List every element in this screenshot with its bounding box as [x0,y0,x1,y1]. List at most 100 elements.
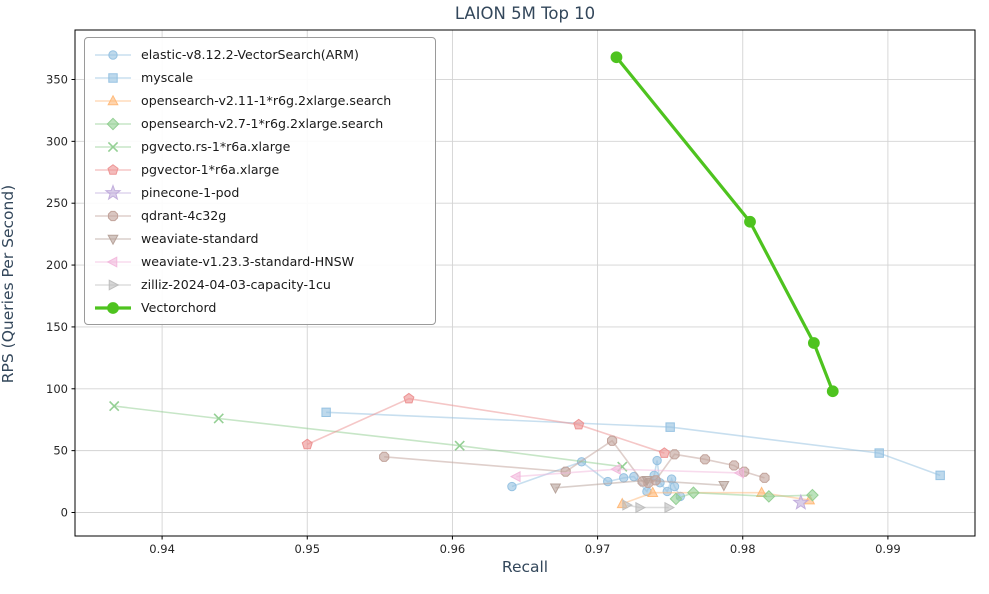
legend-key-icon [95,141,131,152]
legend-key-icon [95,234,131,245]
legend-key-icon [95,49,131,60]
legend-item: Vectorchord [91,296,427,319]
legend-key-icon [95,94,131,105]
y-tick-label: 100 [46,382,68,396]
series-opensearch-v2-7-1-r6g-2xlarge-search [669,486,819,506]
data-point [669,481,680,492]
data-point [607,435,618,446]
legend-item: pgvecto.rs-1*r6a.xlarge [91,135,427,158]
legend-key-icon [95,163,131,175]
series-line [306,397,665,454]
data-point [669,492,683,506]
legend-label: elastic-v8.12.2-VectorSearch(ARM) [141,47,359,62]
data-point [560,466,571,477]
x-tick-label: 0.95 [294,542,320,556]
legend-key-icon [95,278,131,291]
data-point [635,501,646,514]
data-point [647,486,659,497]
data-point [108,49,118,60]
series-zilliz-2024-04-03-capacity-1cu [622,499,676,514]
data-point [213,413,224,424]
x-tick-label: 0.97 [585,542,611,556]
x-tick-label: 0.96 [440,542,466,556]
y-tick-label: 150 [46,320,68,334]
legend-label: zilliz-2024-04-03-capacity-1cu [141,277,331,292]
legend-key-icon [95,210,131,221]
data-point [107,141,119,152]
data-point [669,449,680,460]
legend-label: pgvecto.rs-1*r6a.xlarge [141,139,291,154]
legend-item: opensearch-v2.11-1*r6g.2xlarge.search [91,89,427,112]
data-point [507,481,517,492]
x-tick-label: 0.98 [730,542,756,556]
data-point [664,501,676,514]
data-point [759,472,770,483]
data-point [321,407,331,417]
chart-title: LAION 5M Top 10 [454,4,596,23]
data-point [108,278,120,291]
data-point [733,467,745,479]
data-point [687,486,700,500]
data-point [301,438,313,450]
y-tick-label: 200 [46,258,68,272]
legend-label: pinecone-1-pod [141,185,240,200]
data-point [106,117,120,130]
data-point [610,463,621,475]
y-tick-label: 250 [46,196,68,210]
legend-item: myscale [91,66,427,89]
data-point [826,385,839,398]
series-weaviate-v1-23-3-standard-hnsw [509,463,745,483]
legend-item: pgvector-1*r6a.xlarge [91,158,427,181]
data-point [935,470,945,481]
series-line [326,411,941,477]
data-point [109,400,120,412]
data-point [641,476,653,487]
legend-item: opensearch-v2.7-1*r6g.2xlarge.search [91,112,427,135]
data-point [107,94,119,105]
legend-item: zilliz-2024-04-03-capacity-1cu [91,273,427,296]
legend-label: opensearch-v2.11-1*r6g.2xlarge.search [141,93,392,108]
legend-label: weaviate-standard [141,231,259,246]
data-point [379,451,390,462]
data-point [665,422,675,432]
data-point [403,392,415,404]
legend-item: weaviate-v1.23.3-standard-HNSW [91,250,427,273]
legend-key-icon [95,183,131,200]
x-tick-label: 0.99 [875,542,901,556]
data-point [619,473,629,483]
data-point [662,486,672,497]
legend-label: opensearch-v2.7-1*r6g.2xlarge.search [141,116,384,131]
data-point [792,493,810,510]
series-line [615,56,835,392]
data-point [107,234,119,245]
y-tick-label: 350 [46,72,68,86]
x-tick-label: 0.94 [149,542,175,556]
y-tick-label: 300 [46,134,68,148]
y-axis-label: RPS (Queries Per Second) [0,184,17,384]
data-point [699,454,711,465]
data-point [107,163,119,175]
series-pinecone-1-pod [792,493,810,510]
x-axis-label: Recall [501,558,549,576]
series-line [114,405,623,468]
data-point [454,440,465,451]
data-point [104,183,122,200]
data-point [610,51,623,64]
legend-key-icon [95,255,131,268]
data-point [874,448,884,458]
series-line [626,504,669,509]
series-line [675,491,813,500]
data-point [107,301,119,314]
legend-label: myscale [141,70,194,85]
legend-label: weaviate-v1.23.3-standard-HNSW [141,254,355,269]
series-elastic-v8-12-2-vectorsearch-arm- [507,455,686,502]
y-tick-label: 0 [61,505,68,519]
plot-border [74,29,976,537]
series-pgvector-1-r6a-xlarge [301,392,670,458]
data-point [806,488,819,502]
legend-item: elastic-v8.12.2-VectorSearch(ARM) [91,43,427,66]
y-tick-label: 50 [53,444,68,458]
legend-label: Vectorchord [141,300,217,315]
series-vectorchord [610,51,839,398]
